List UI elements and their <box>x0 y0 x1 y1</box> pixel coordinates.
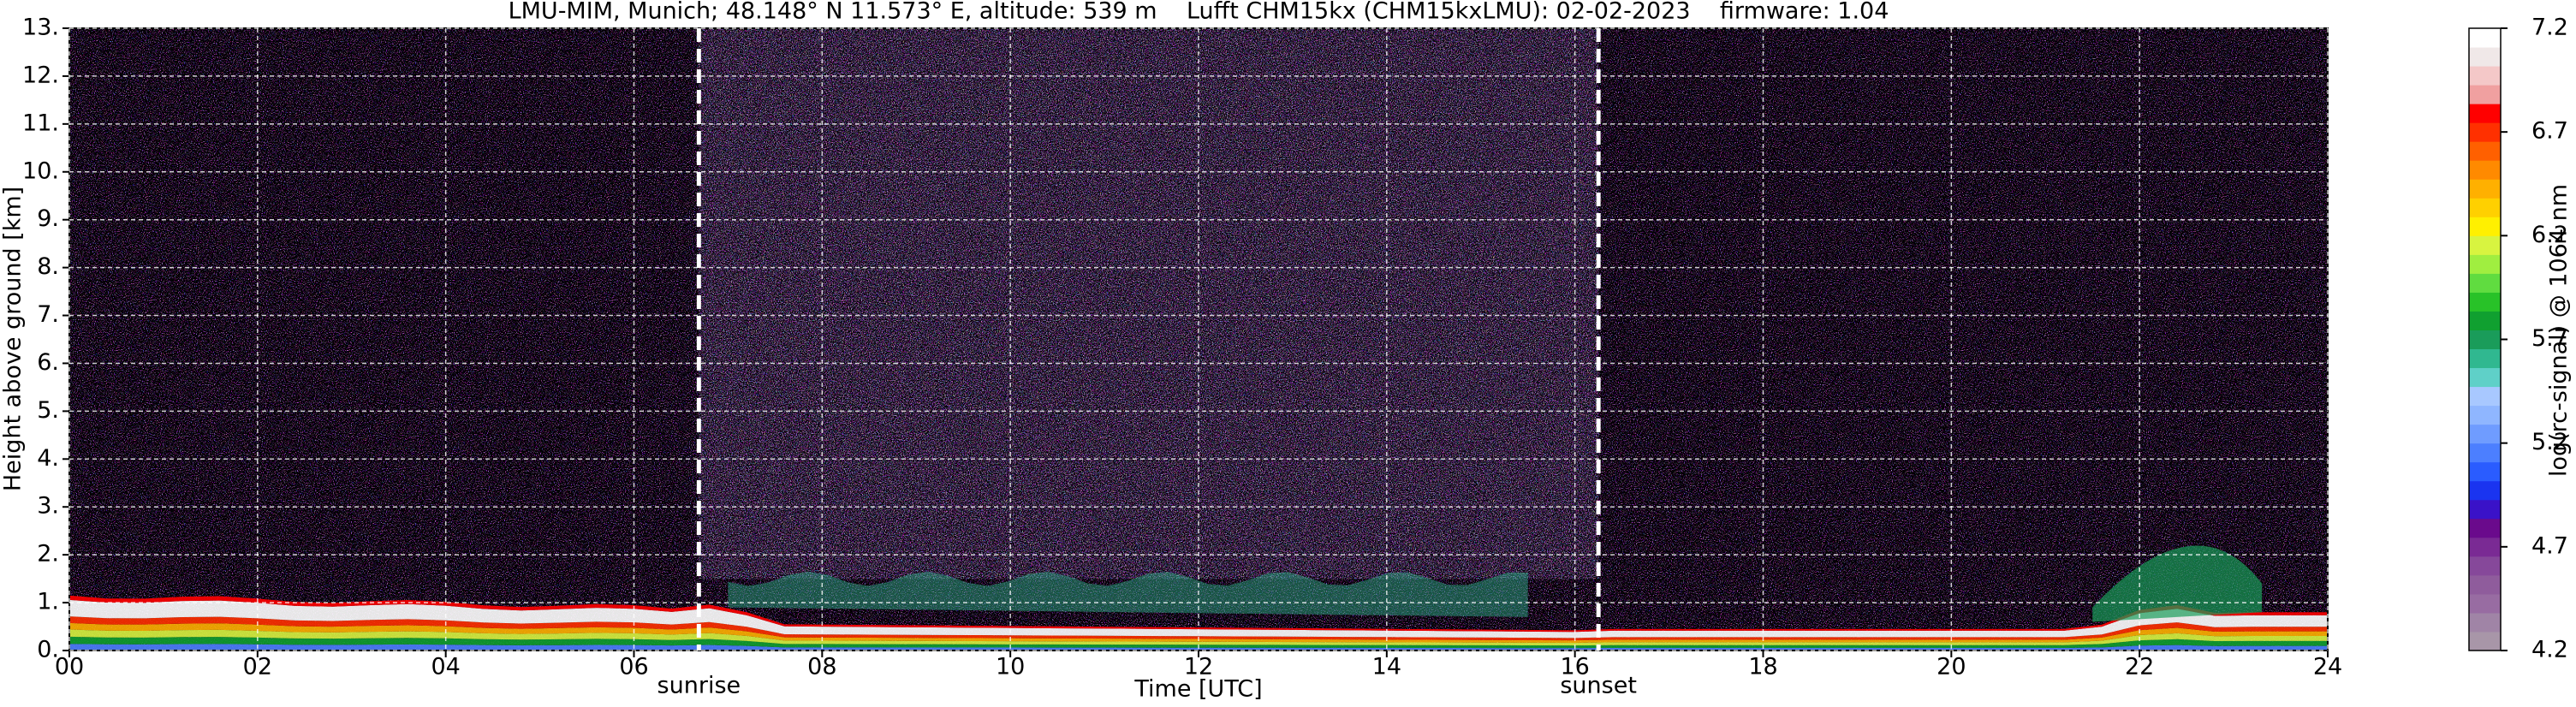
x-tick-label: 10 <box>996 654 1025 680</box>
x-tick-label: 20 <box>1936 654 1966 680</box>
aerosol-layer <box>69 629 2328 646</box>
y-tick-label: 10. <box>22 157 59 184</box>
colorbar-tick-label: 7.2 <box>2531 15 2568 41</box>
colorbar-swatch <box>2469 311 2501 330</box>
colorbar-swatch <box>2469 480 2501 501</box>
x-tick-label: 04 <box>431 654 460 680</box>
colorbar-swatch <box>2469 612 2501 633</box>
colorbar-swatch <box>2469 235 2501 255</box>
y-tick-label: 12. <box>22 62 59 88</box>
colorbar-tick-label: 5.7 <box>2531 325 2568 352</box>
colorbar-swatch <box>2469 217 2501 236</box>
colorbar-swatch <box>2469 556 2501 576</box>
colorbar-swatch <box>2469 461 2501 482</box>
colorbar-swatch <box>2469 273 2501 293</box>
y-tick-label: 1. <box>37 589 59 615</box>
y-tick-label: 6. <box>37 349 59 376</box>
x-tick-label: 12 <box>1184 654 1213 680</box>
colorbar-swatch <box>2469 424 2501 444</box>
y-tick-label: 13. <box>22 15 59 41</box>
colorbar-tick-label: 5.2 <box>2531 429 2568 455</box>
colorbar-swatch <box>2469 348 2501 369</box>
colorbar-tick-label: 4.7 <box>2531 532 2568 559</box>
x-tick-label: 08 <box>807 654 836 680</box>
y-tick-label: 2. <box>37 541 59 567</box>
colorbar-swatch <box>2469 537 2501 557</box>
colorbar-swatch <box>2469 443 2501 463</box>
y-tick-label: 8. <box>37 253 59 280</box>
colorbar-swatch <box>2469 631 2501 651</box>
sun-label: sunrise <box>657 673 741 699</box>
residual-layer <box>728 571 1528 617</box>
colorbar-tick-label: 6.2 <box>2531 222 2568 248</box>
y-axis-label: Height above ground [km] <box>0 187 27 491</box>
colorbar-tick-label: 6.7 <box>2531 118 2568 145</box>
colorbar-swatch <box>2469 122 2501 142</box>
colorbar-swatch <box>2469 28 2501 48</box>
colorbar-swatch <box>2469 141 2501 161</box>
colorbar-swatch <box>2469 499 2501 520</box>
aerosol-layer <box>69 622 2328 644</box>
x-tick-label: 00 <box>55 654 84 680</box>
x-tick-label: 24 <box>2313 654 2342 680</box>
colorbar-tick-label: 4.2 <box>2531 637 2568 663</box>
x-tick-label: 22 <box>2125 654 2154 680</box>
colorbar-swatch <box>2469 518 2501 538</box>
x-axis-label: Time [UTC] <box>1133 676 1262 703</box>
y-tick-label: 0. <box>37 637 59 663</box>
colorbar-swatch <box>2469 367 2501 388</box>
y-tick-label: 5. <box>37 397 59 424</box>
colorbar-swatch <box>2469 198 2501 217</box>
colorbar-swatch <box>2469 66 2501 86</box>
colorbar-swatch <box>2469 593 2501 614</box>
colorbar-swatch <box>2469 104 2501 123</box>
colorbar-swatch <box>2469 386 2501 407</box>
colorbar-label: log(rc-signal) @ 1064 nm <box>2546 184 2573 477</box>
colorbar-swatch <box>2469 330 2501 350</box>
x-tick-label: 16 <box>1560 654 1589 680</box>
y-tick-label: 3. <box>37 493 59 520</box>
colorbar-swatch <box>2469 254 2501 274</box>
colorbar-swatch <box>2469 179 2501 199</box>
colorbar-swatch <box>2469 292 2501 312</box>
colorbar-swatch <box>2469 85 2501 104</box>
x-tick-label: 18 <box>1748 654 1777 680</box>
y-tick-label: 4. <box>37 445 59 472</box>
y-tick-label: 7. <box>37 301 59 328</box>
aerosol-layer <box>69 616 2328 641</box>
y-tick-label: 11. <box>22 110 59 136</box>
colorbar-swatch <box>2469 160 2501 180</box>
y-tick-label: 9. <box>37 205 59 232</box>
colorbar-swatch <box>2469 47 2501 67</box>
noise-day <box>699 28 1599 579</box>
colorbar-swatch <box>2469 405 2501 425</box>
x-tick-label: 14 <box>1372 654 1401 680</box>
colorbar-swatch <box>2469 574 2501 595</box>
chart-title: LMU-MIM, Munich; 48.148° N 11.573° E, al… <box>509 0 1889 25</box>
x-tick-label: 06 <box>619 654 648 680</box>
sun-label: sunset <box>1560 673 1637 699</box>
x-tick-label: 02 <box>243 654 272 680</box>
overlay: 0. 1. 2. 3. 4. 5. 6. 7. 8. 9. 10. 11. 12. 13. 00 02 04 06… <box>22 15 2342 699</box>
